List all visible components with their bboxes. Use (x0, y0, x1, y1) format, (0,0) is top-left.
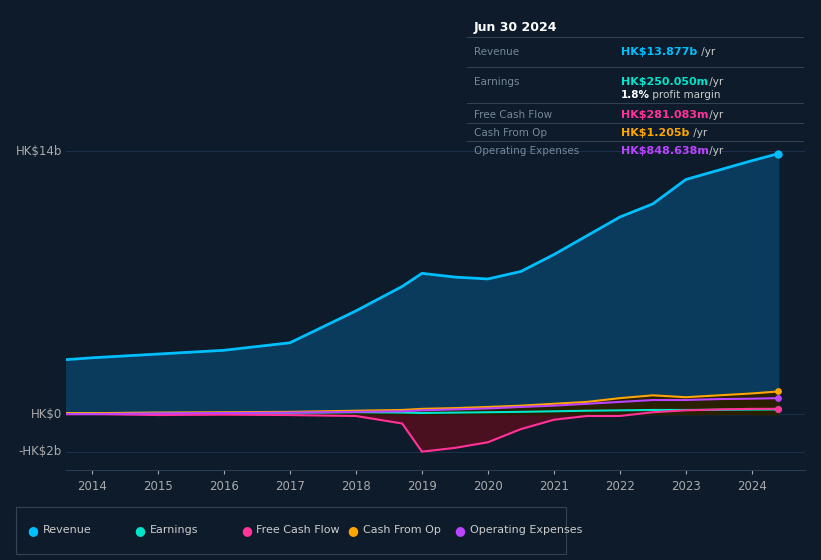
Text: /yr: /yr (706, 77, 723, 87)
Text: /yr: /yr (706, 146, 723, 156)
Text: HK$0: HK$0 (30, 408, 62, 421)
Point (772, 149, 785, 158)
Point (772, 387, 785, 396)
Text: Operating Expenses: Operating Expenses (474, 146, 580, 156)
Text: HK$250.050m: HK$250.050m (621, 77, 709, 87)
Text: HK$281.083m: HK$281.083m (621, 110, 709, 120)
Text: Cash From Op: Cash From Op (474, 128, 547, 138)
Text: ●: ● (454, 524, 466, 537)
Text: Jun 30 2024: Jun 30 2024 (474, 21, 557, 34)
Text: /yr: /yr (706, 110, 723, 120)
Text: -HK$2b: -HK$2b (19, 445, 62, 458)
Text: Cash From Op: Cash From Op (363, 525, 441, 535)
Text: Free Cash Flow: Free Cash Flow (256, 525, 340, 535)
Text: Operating Expenses: Operating Expenses (470, 525, 582, 535)
Text: ●: ● (347, 524, 359, 537)
Text: HK$14b: HK$14b (16, 145, 62, 158)
Text: 1.8%: 1.8% (621, 91, 650, 100)
Point (772, 394, 785, 403)
Text: ●: ● (27, 524, 39, 537)
Text: HK$1.205b: HK$1.205b (621, 128, 690, 138)
Text: ●: ● (241, 524, 252, 537)
Text: profit margin: profit margin (649, 91, 721, 100)
Text: Earnings: Earnings (149, 525, 198, 535)
Point (772, 404, 785, 413)
Text: ●: ● (134, 524, 145, 537)
Point (772, 405, 785, 414)
Text: Revenue: Revenue (43, 525, 91, 535)
Text: HK$13.877b: HK$13.877b (621, 47, 697, 57)
Text: Earnings: Earnings (474, 77, 520, 87)
Text: Revenue: Revenue (474, 47, 519, 57)
Text: HK$848.638m: HK$848.638m (621, 146, 709, 156)
Text: /yr: /yr (698, 47, 715, 57)
Text: /yr: /yr (690, 128, 708, 138)
Text: Free Cash Flow: Free Cash Flow (474, 110, 553, 120)
